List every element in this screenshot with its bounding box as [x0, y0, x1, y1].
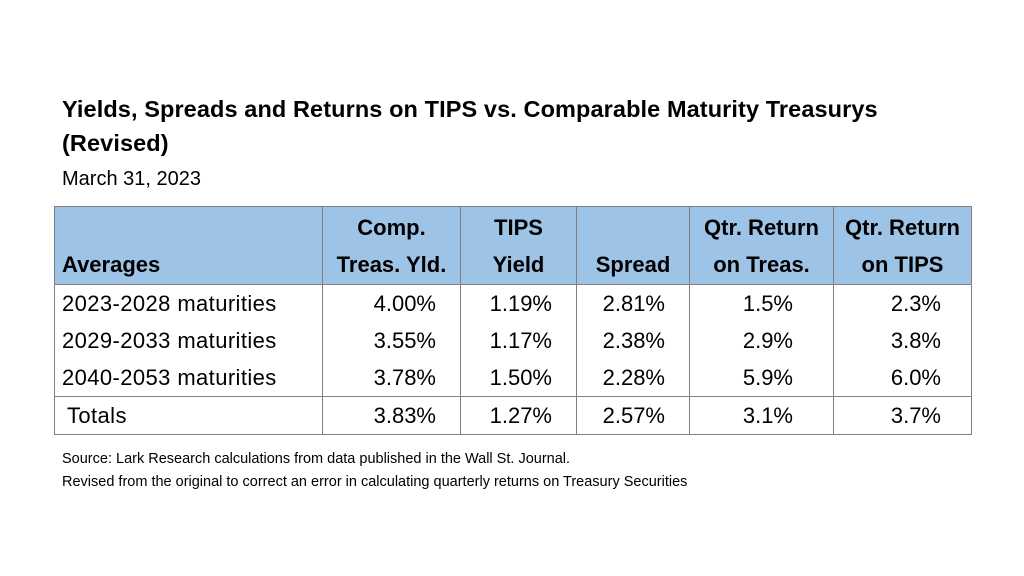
header-tips-yield: TIPS Yield	[460, 206, 577, 285]
header-line2: Spread	[595, 252, 671, 277]
cell-qtr-return-tips: 2.3%	[833, 284, 972, 322]
cell-tips-yield: 1.19%	[460, 284, 577, 322]
header-spread: Spread	[576, 206, 690, 285]
row-label: 2040-2053 maturities	[54, 359, 323, 397]
header-line1: Qtr. Return	[845, 215, 960, 240]
header-line2: on TIPS	[861, 252, 944, 277]
cell-comp-treas-yld: 3.78%	[322, 359, 461, 397]
header-line2: Averages	[62, 252, 161, 277]
header-comp-treas-yld: Comp. Treas. Yld.	[322, 206, 461, 285]
header-line2: Yield	[492, 252, 545, 277]
cell-comp-treas-yld: 4.00%	[322, 284, 461, 322]
header-line1	[62, 209, 322, 246]
cell-qtr-return-tips: 3.7%	[833, 396, 972, 435]
cell-tips-yield: 1.50%	[460, 359, 577, 397]
page-title: Yields, Spreads and Returns on TIPS vs. …	[62, 96, 878, 156]
header-line1: TIPS	[494, 215, 543, 240]
row-label: 2023-2028 maturities	[54, 284, 323, 322]
source-note: Source: Lark Research calculations from …	[62, 451, 571, 467]
cell-spread: 2.81%	[576, 284, 690, 322]
cell-spread: 2.57%	[576, 396, 690, 435]
table-row: 2040-2053 maturities 3.78% 1.50% 2.28% 5…	[54, 359, 972, 397]
table-header-row: Averages Comp. Treas. Yld. TIPS Yield Sp…	[54, 206, 972, 285]
cell-tips-yield: 1.17%	[460, 322, 577, 359]
cell-spread: 2.28%	[576, 359, 690, 397]
page-subtitle-date: March 31, 2023	[62, 168, 201, 190]
cell-qtr-return-treas: 2.9%	[689, 322, 834, 359]
totals-row: Totals 3.83% 1.27% 2.57% 3.1% 3.7%	[54, 396, 972, 435]
cell-qtr-return-treas: 5.9%	[689, 359, 834, 397]
cell-spread: 2.38%	[576, 322, 690, 359]
header-qtr-return-tips: Qtr. Return on TIPS	[833, 206, 972, 285]
source-notes: Source: Lark Research calculations from …	[62, 448, 687, 494]
yields-table: Averages Comp. Treas. Yld. TIPS Yield Sp…	[54, 206, 972, 435]
row-label: 2029-2033 maturities	[54, 322, 323, 359]
cell-qtr-return-treas: 3.1%	[689, 396, 834, 435]
header-line1	[577, 209, 689, 246]
header-qtr-return-treas: Qtr. Return on Treas.	[689, 206, 834, 285]
cell-comp-treas-yld: 3.83%	[322, 396, 461, 435]
cell-comp-treas-yld: 3.55%	[322, 322, 461, 359]
totals-label: Totals	[54, 396, 323, 435]
header-line2: on Treas.	[713, 252, 810, 277]
cell-qtr-return-tips: 3.8%	[833, 322, 972, 359]
table-row: 2023-2028 maturities 4.00% 1.19% 2.81% 1…	[54, 284, 972, 322]
header-line1: Comp.	[357, 215, 426, 240]
table-row: 2029-2033 maturities 3.55% 1.17% 2.38% 2…	[54, 322, 972, 359]
header-line1: Qtr. Return	[704, 215, 819, 240]
cell-qtr-return-treas: 1.5%	[689, 284, 834, 322]
cell-qtr-return-tips: 6.0%	[833, 359, 972, 397]
cell-tips-yield: 1.27%	[460, 396, 577, 435]
header-averages: Averages	[54, 206, 323, 285]
revision-note: Revised from the original to correct an …	[62, 474, 688, 490]
header-line2: Treas. Yld.	[336, 252, 447, 277]
